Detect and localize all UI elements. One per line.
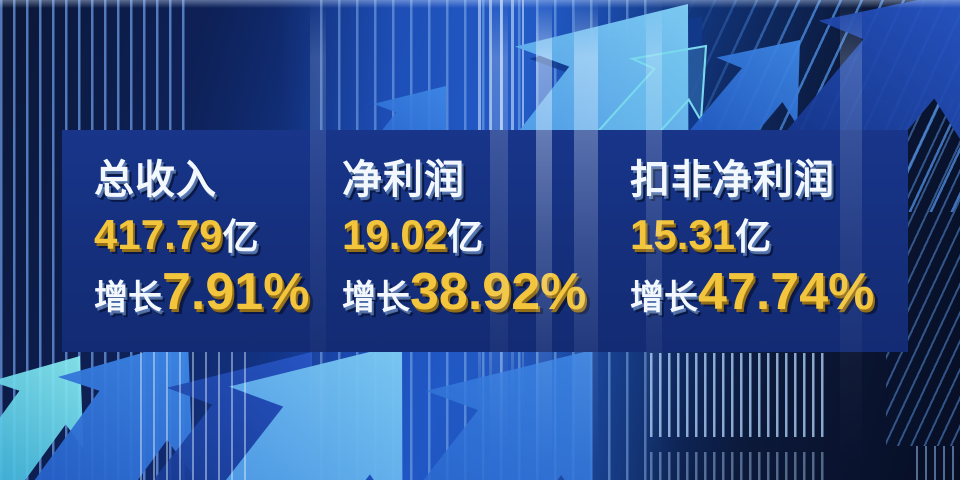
metric-value: 15.31亿 [630, 214, 874, 256]
metric-value-unit: 亿 [222, 216, 259, 257]
metric-card-net-profit: 净利润 19.02亿 增长38.92% [342, 130, 586, 352]
metric-title: 总收入 [94, 158, 217, 202]
growth-label: 增长 [630, 279, 698, 317]
growth-value: 47.74% [698, 263, 875, 321]
bottom-pinstripes [650, 452, 826, 480]
metric-growth: 增长47.74% [630, 266, 874, 318]
bottom-pinstripes [650, 353, 826, 437]
metric-value-number: 417.79 [94, 211, 223, 258]
metric-value-number: 15.31 [630, 211, 736, 258]
metrics-panel: 总收入 417.79亿 增长7.91% 净利润 19.02亿 增长38.92% … [62, 130, 908, 352]
top-light-edge [0, 0, 960, 8]
arrow-overlay-pinstripes [140, 330, 248, 480]
metric-card-total-revenue: 总收入 417.79亿 增长7.91% [94, 130, 309, 352]
corner-pinstripes [916, 446, 960, 480]
growth-value: 38.92% [410, 263, 587, 321]
growth-value: 7.91% [162, 263, 310, 321]
metric-growth: 增长38.92% [342, 266, 586, 318]
metric-value-unit: 亿 [447, 216, 484, 257]
metric-value-number: 19.02 [342, 211, 448, 258]
metric-value-unit: 亿 [735, 216, 772, 257]
growth-label: 增长 [94, 279, 162, 317]
metric-value: 19.02亿 [342, 214, 586, 256]
metric-growth: 增长7.91% [94, 266, 309, 318]
growth-label: 增长 [342, 279, 410, 317]
metric-title: 净利润 [342, 158, 465, 202]
metric-title: 扣非净利润 [630, 158, 835, 202]
metric-card-non-gaap-net-profit: 扣非净利润 15.31亿 增长47.74% [630, 130, 874, 352]
metric-value: 417.79亿 [94, 214, 309, 256]
